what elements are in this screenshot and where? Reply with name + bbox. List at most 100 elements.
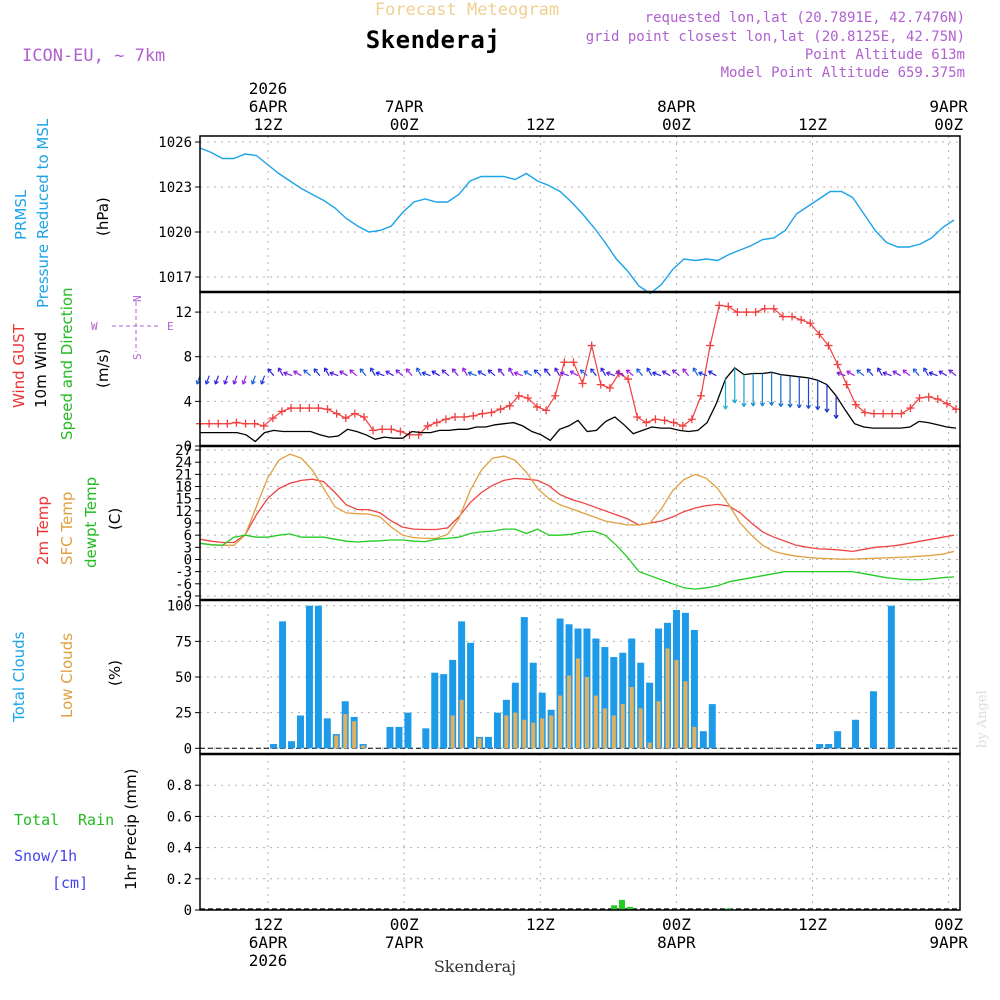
wind-direction-arrowhead: [824, 408, 830, 413]
wind-gust-marker: [369, 426, 378, 435]
wind-direction-arrowhead: [323, 367, 329, 372]
wind-direction-arrowhead: [605, 371, 611, 377]
temp-ytick-label: -3: [175, 565, 192, 581]
total-cloud-bar: [834, 731, 842, 749]
wind-ytick-label: 12: [175, 305, 192, 321]
wind-gust-marker: [724, 302, 733, 311]
rain-bar: [626, 906, 633, 910]
wind-gust-marker: [533, 402, 542, 411]
top-time-label: 9APR: [929, 97, 968, 116]
wind-gust-marker: [769, 304, 778, 313]
total-cloud-bar: [314, 605, 322, 749]
total-cloud-bar: [592, 638, 600, 749]
wind-direction-arrowhead: [741, 402, 747, 408]
temp-ytick-label: 27: [175, 443, 192, 459]
wind-gust-marker: [806, 319, 815, 328]
wind-direction-arrowhead: [569, 370, 575, 375]
total-cloud-bar: [404, 712, 412, 749]
wind-direction-arrowhead: [431, 370, 436, 375]
top-time-label: 00Z: [934, 115, 963, 134]
wind-direction-arrowhead: [462, 367, 467, 372]
wind-gust-marker: [633, 412, 642, 421]
wind-direction-arrow: [652, 372, 662, 377]
precip-ytick-label: 0.6: [167, 809, 192, 825]
temp-ytick-label: 15: [175, 492, 192, 508]
total-cloud-bar: [484, 736, 492, 749]
wind-direction-arrowhead: [303, 369, 308, 374]
wind-direction-arrow: [902, 369, 911, 377]
wind-gust-label: Wind GUST: [10, 323, 28, 408]
low-cloud-bar: [361, 745, 366, 749]
wind-direction-arrowhead: [892, 370, 897, 375]
wind-direction-arrowhead: [787, 403, 793, 408]
wind-direction-arrowhead: [241, 380, 247, 385]
temp-ytick-label: 9: [184, 516, 192, 532]
forecast-meteogram-title: Forecast Meteogram: [375, 0, 559, 20]
temp-ytick-label: 21: [175, 467, 192, 483]
low-cloud-bar: [540, 718, 545, 749]
wind-direction-arrow: [477, 370, 487, 377]
wind-direction-arrow: [523, 370, 533, 377]
wind-direction-arrow: [251, 375, 256, 385]
wind-direction-arrowhead: [882, 371, 888, 377]
wind-gust-marker: [451, 412, 460, 421]
pressure-reduced-label: Pressure Reduced to MSL: [34, 118, 52, 308]
low-cloud-bar: [567, 675, 572, 749]
low-cloud-bar: [459, 699, 464, 749]
low-cloud-bar: [513, 712, 518, 749]
wind-direction-arrowhead: [405, 368, 411, 373]
wind-direction-arrow: [283, 372, 293, 377]
wind-direction-arrow: [533, 369, 542, 377]
compass-west: W: [91, 320, 98, 333]
low-cloud-bar: [576, 658, 580, 749]
total-cloud-bar: [449, 659, 457, 749]
footer-location: Skenderaj: [434, 957, 516, 976]
pressure-ytick-label: 1026: [158, 135, 192, 151]
wind-gust-marker: [587, 341, 596, 350]
total-cloud-bar: [288, 741, 296, 749]
low-cloud-bar: [334, 735, 339, 749]
wind-direction-arrowhead: [671, 369, 677, 374]
data-layer: [195, 147, 960, 910]
wind-direction-arrowhead: [846, 370, 851, 375]
wind-gust-marker: [432, 418, 441, 427]
pressure-frame: [199, 135, 961, 293]
wind-gust-marker: [396, 427, 405, 436]
total-cloud-bar: [637, 662, 645, 749]
wind-direction-arrowhead: [902, 369, 908, 374]
wind-direction-arrowhead: [329, 371, 334, 377]
wind-direction-arrow: [242, 375, 247, 385]
wind-direction-arrow: [948, 369, 957, 377]
precip-unit-label: 1hr Precip (mm): [122, 769, 140, 890]
wind-gust-marker: [277, 407, 286, 416]
wind-direction-arrow: [416, 367, 422, 376]
wind-gust-marker: [660, 416, 669, 425]
wind-direction-arrow: [856, 369, 865, 377]
wind-gust-marker: [232, 418, 241, 427]
wind-gust-marker: [906, 404, 915, 413]
wind-gust-marker: [205, 419, 214, 428]
wind-direction-arrow: [892, 370, 901, 377]
total-cloud-bar: [279, 621, 287, 749]
wind-gust-marker: [833, 360, 842, 369]
low-cloud-bar: [611, 715, 616, 749]
wind-direction-arrowhead: [928, 371, 934, 377]
wind-direction-arrow: [375, 372, 385, 377]
wind-gust-marker: [851, 400, 860, 409]
low-cloud-bar: [549, 715, 554, 749]
wind-direction-arrow: [324, 367, 330, 376]
wind-direction-arrowhead: [313, 368, 319, 373]
wind-gust-marker: [860, 408, 869, 417]
top-time-label: 12Z: [798, 115, 827, 134]
wind-direction-arrow: [260, 375, 266, 385]
wind-direction-arrowhead: [250, 380, 256, 385]
wind-direction-arrowhead: [692, 367, 698, 372]
cloud-ytick-label: 0: [184, 741, 192, 757]
pressure-ytick-label: 1017: [158, 270, 192, 286]
total-cloud-bar: [467, 642, 475, 749]
wind-direction-arrow: [431, 370, 441, 377]
bottom-time-label: 00Z: [934, 915, 963, 934]
wind-direction-arrowhead: [416, 367, 421, 372]
wind-gust-marker: [651, 415, 660, 424]
bottom-time-label: 8APR: [657, 933, 696, 952]
